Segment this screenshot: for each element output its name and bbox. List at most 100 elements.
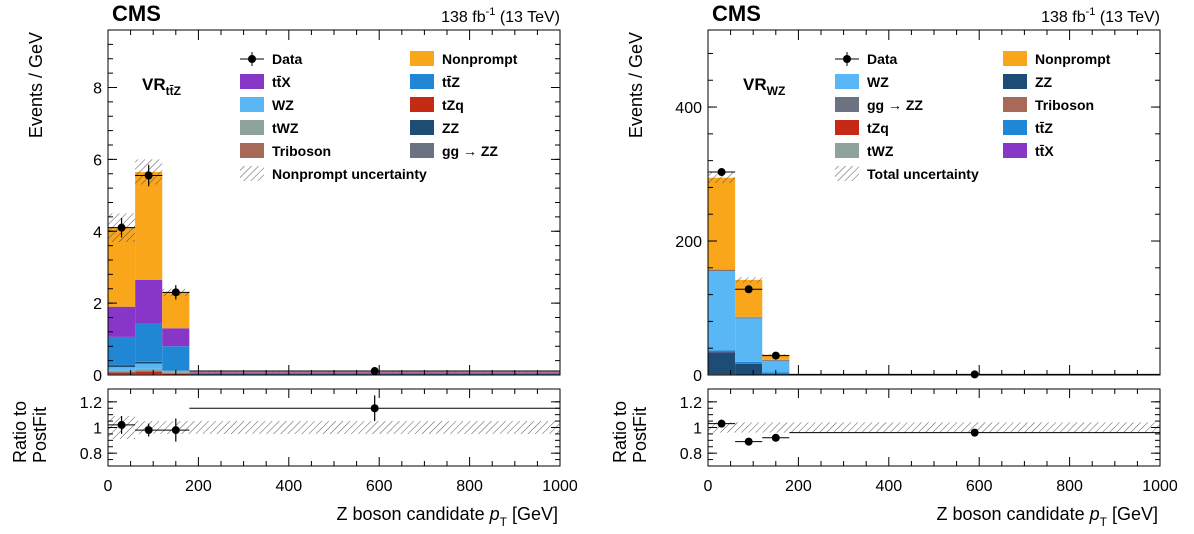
x-tick-label: 800 [456, 478, 483, 495]
legend-label: Nonprompt [442, 51, 518, 67]
ratio-band-bin3 [789, 422, 1160, 433]
ratio-point [144, 426, 153, 435]
legend-swatch-ggzz [835, 97, 859, 112]
ratio-y-tick-label: 1.2 [680, 395, 702, 412]
bar-twz-bin1 [735, 316, 763, 318]
ratio-y-tick-label: 0.8 [680, 446, 702, 463]
legend-label: tt̄Z [442, 74, 460, 90]
data-point [744, 285, 753, 294]
legend-label: gg → ZZ [867, 97, 923, 113]
legend-swatch-twz [240, 120, 264, 135]
bar-ttz-bin1 [135, 323, 163, 362]
legend-label: Triboson [272, 143, 331, 159]
ratio-point [771, 433, 780, 442]
region-label: VRWZ [743, 75, 785, 98]
legend-swatch-tzq [410, 97, 434, 112]
bar-ttx-bin1 [735, 363, 763, 364]
legend-swatch-triboson [1003, 97, 1027, 112]
lumi-label: 138 fb-1 (13 TeV) [1041, 6, 1160, 26]
legend-swatch-twz [835, 143, 859, 158]
legend-label: Nonprompt [1035, 51, 1111, 67]
legend-swatch-zz [410, 120, 434, 135]
legend-marker [843, 55, 851, 63]
legend-label: Triboson [1035, 97, 1094, 113]
ratio-point [744, 437, 753, 446]
legend-swatch-tzq [835, 120, 859, 135]
x-tick-label: 400 [275, 478, 302, 495]
experiment-label: CMS [112, 1, 161, 26]
region-label: VRtt̄Z [142, 75, 181, 98]
x-tick-label: 0 [704, 478, 713, 495]
ratio-y-tick-label: 1.2 [80, 395, 102, 412]
y-axis-label: Events / GeV [626, 32, 646, 138]
x-tick-label: 200 [785, 478, 812, 495]
bar-ttx-bin1 [135, 279, 163, 324]
legend-swatch-wz [240, 97, 264, 112]
ratio-band-bin1 [735, 422, 763, 433]
x-axis-label: Z boson candidate pT [GeV] [336, 504, 558, 529]
ratio-band-bin3 [189, 421, 561, 434]
bar-wz-bin0 [108, 367, 136, 371]
bar-ttz-bin2 [162, 346, 190, 370]
data-point [370, 367, 379, 376]
ratio-point [171, 426, 180, 435]
ratio-point [717, 419, 726, 428]
legend-label: ZZ [442, 120, 460, 136]
legend-swatch-hatch [835, 166, 859, 181]
bar-twz-bin1 [135, 368, 163, 372]
legend: Data Nonprompt WZ ZZ gg → ZZ Triboson tZq tt̄Z t… [835, 51, 1111, 182]
legend-label: WZ [272, 97, 294, 113]
ratio-y-tick-label: 1 [693, 421, 702, 438]
bar-tzq-bin0 [108, 372, 136, 375]
legend-label: gg → ZZ [442, 143, 498, 159]
ratio-band-bin2 [762, 422, 790, 433]
main-plot: 0 200 400 0.8 1 1.2 0 200 400 600 800 1000 [675, 29, 1178, 495]
legend-label: tt̄Z [1035, 120, 1053, 136]
bar-ggzz-bin1 [735, 317, 763, 319]
bar-wz-bin0 [708, 271, 736, 351]
legend-label: tt̄X [1035, 143, 1054, 159]
y-tick-label: 200 [675, 234, 702, 251]
x-tick-label: 800 [1056, 478, 1083, 495]
legend-swatch-ggzz [410, 143, 434, 158]
data-point [171, 288, 180, 297]
bar-twz-bin2 [762, 359, 790, 361]
bar-tzq-bin1 [135, 371, 163, 375]
ratio-point [970, 428, 979, 437]
x-axis-label: Z boson candidate pT [GeV] [936, 504, 1158, 529]
lumi-label: 138 fb-1 (13 TeV) [441, 6, 560, 26]
bar-twz-bin0 [108, 370, 136, 373]
bar-ggzz-bin0 [108, 364, 136, 366]
x-tick-label: 0 [104, 478, 113, 495]
legend: Data Nonprompt tt̄X tt̄Z WZ tZq tWZ ZZ Triboson g… [240, 51, 518, 182]
y-axis-label: Events / GeV [26, 32, 46, 138]
legend-swatch-nonprompt [410, 51, 434, 66]
bar-ttz-bin0 [708, 350, 736, 352]
main-plot: 0 2 4 6 8 0.8 1 1.2 0 200 400 600 800 1000 [80, 29, 578, 495]
legend-label: WZ [867, 74, 889, 90]
legend-label: tZq [867, 120, 889, 136]
ratio-y-tick-label: 1 [93, 421, 102, 438]
x-tick-label: 600 [966, 478, 993, 495]
bar-wz-bin2 [762, 360, 790, 373]
x-tick-label: 400 [875, 478, 902, 495]
ratio-point [117, 420, 126, 429]
bar-ttx-bin2 [162, 328, 190, 347]
bar-ggzz-bin1 [135, 361, 163, 362]
bar-ttx-bin0 [108, 306, 136, 337]
legend-swatch-zz [1003, 74, 1027, 89]
legend-label: tWZ [867, 143, 894, 159]
bar-zz-bin0 [108, 365, 136, 368]
bar-ggzz-bin2 [762, 360, 790, 361]
data-point [771, 351, 780, 360]
bar-ggzz-bin0 [708, 270, 736, 272]
legend-swatch-ttx [1003, 143, 1027, 158]
panel-vr-wz: CMS 138 fb-1 (13 TeV) 0 200 400 0.8 1 1.2 0 200… [610, 1, 1178, 529]
legend-label: Nonprompt uncertainty [272, 166, 427, 182]
bar-nonprompt-bin0 [708, 177, 736, 270]
x-tick-label: 200 [185, 478, 212, 495]
y-tick-label: 4 [93, 224, 102, 241]
y-tick-label: 6 [93, 152, 102, 169]
ratio-point [370, 404, 379, 413]
bar-wz-bin1 [735, 318, 763, 362]
